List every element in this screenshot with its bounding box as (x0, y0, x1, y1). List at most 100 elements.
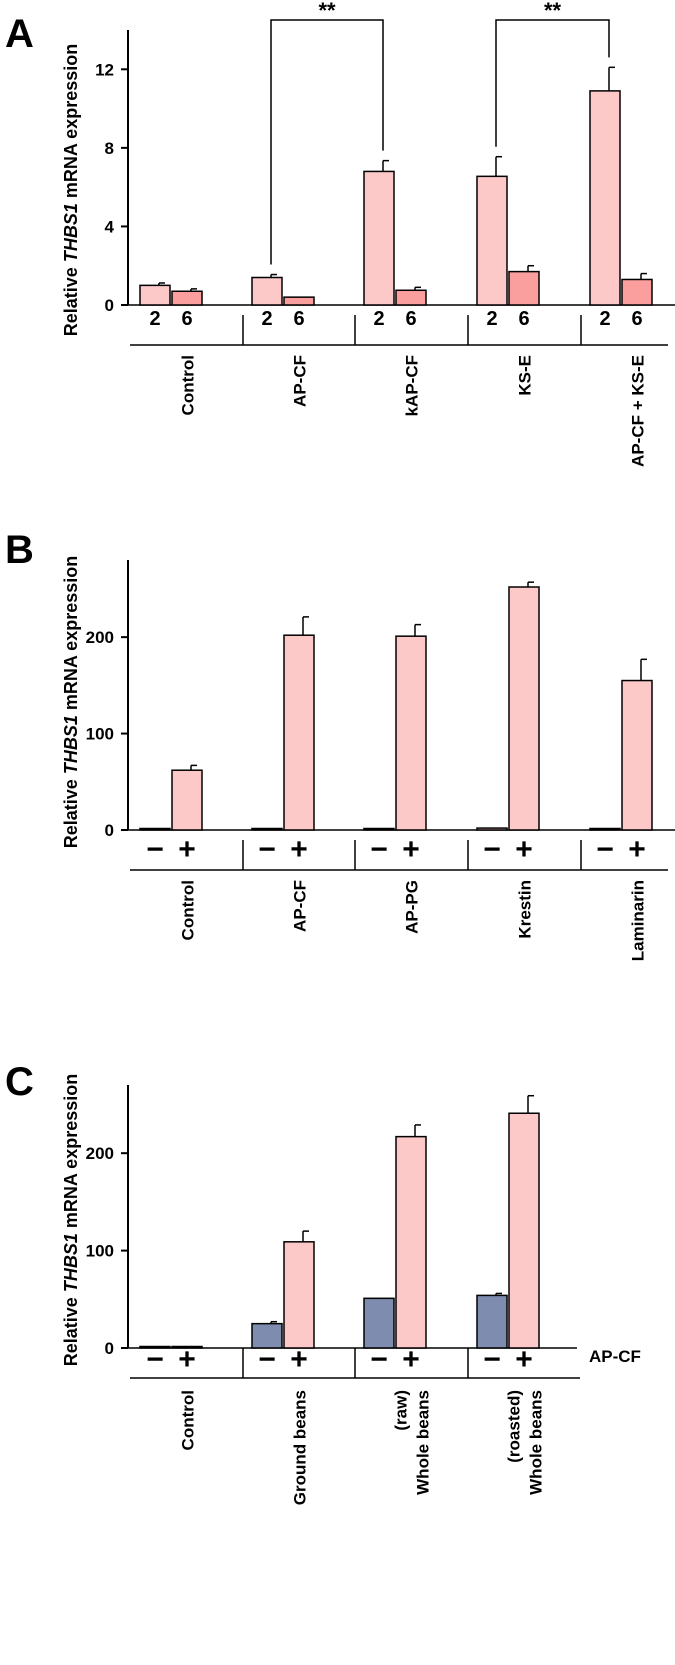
bar-c-2-0 (363, 1297, 395, 1349)
significance-label: ** (318, 0, 336, 23)
condition-label: − (258, 833, 276, 866)
condition-label: − (483, 833, 501, 866)
condition-label: 6 (181, 308, 192, 330)
bar-a-3-0 (476, 175, 508, 306)
condition-label: 2 (486, 308, 497, 330)
y-tick-label: 200 (86, 1144, 114, 1163)
group-label: Control (179, 1390, 198, 1450)
condition-label: − (258, 1343, 276, 1376)
bar-b-3-1 (508, 586, 540, 831)
group-label: kAP-CF (403, 355, 422, 416)
group-label: Krestin (516, 880, 535, 939)
bar-a-4-0 (589, 90, 621, 306)
y-axis-label-part: mRNA expression (61, 44, 81, 203)
group-label: Whole beans (527, 1390, 546, 1495)
bar-b-4-0 (589, 827, 621, 831)
condition-label: − (370, 833, 388, 866)
y-tick-label: 100 (86, 725, 114, 744)
condition-label: 2 (599, 308, 610, 330)
bar-b-2-0 (363, 827, 395, 831)
bar-c-0-0 (139, 1345, 171, 1349)
bar-a-3-1 (508, 270, 540, 306)
bar-b-3-0 (476, 827, 508, 831)
y-axis-label-part: Relative (61, 262, 81, 336)
group-label: Control (179, 880, 198, 940)
condition-label: 2 (373, 308, 384, 330)
y-tick-label: 0 (105, 1339, 114, 1358)
condition-label: + (628, 833, 646, 866)
significance-label: ** (544, 0, 562, 23)
y-axis-label-part: mRNA expression (61, 1074, 81, 1233)
group-label: Ground beans (291, 1390, 310, 1505)
group-label: (roasted) (505, 1390, 524, 1463)
y-axis-label-part: Relative (61, 1292, 81, 1366)
y-tick-label: 4 (105, 217, 115, 236)
panel-letter: B (5, 528, 34, 572)
group-label: KS-E (516, 355, 535, 396)
treatment-label: AP-CF (589, 1347, 641, 1366)
condition-label: + (178, 833, 196, 866)
y-axis-label-gene: THBS1 (61, 715, 81, 774)
bar-a-0-1 (171, 290, 203, 306)
group-label: AP-CF (291, 355, 310, 407)
y-tick-label: 8 (105, 139, 114, 158)
condition-label: 2 (149, 308, 160, 330)
condition-label: 6 (631, 308, 642, 330)
condition-label: + (515, 833, 533, 866)
condition-label: 6 (405, 308, 416, 330)
group-label: AP-CF (291, 880, 310, 932)
bar-b-0-0 (139, 827, 171, 831)
bar-c-0-1 (171, 1345, 203, 1349)
bar-c-1-1 (283, 1241, 315, 1349)
bar-c-2-1 (395, 1135, 427, 1349)
condition-label: − (370, 1343, 388, 1376)
condition-label: − (146, 1343, 164, 1376)
bar-a-1-1 (283, 296, 315, 306)
condition-label: 6 (518, 308, 529, 330)
condition-label: + (515, 1343, 533, 1376)
y-tick-label: 200 (86, 628, 114, 647)
panel-letter: A (5, 12, 34, 56)
y-axis-label: Relative THBS1 mRNA expression (61, 44, 81, 336)
y-axis-label-gene: THBS1 (61, 1233, 81, 1292)
y-tick-label: 100 (86, 1242, 114, 1261)
bar-b-4-1 (621, 679, 653, 831)
y-axis-label: Relative THBS1 mRNA expression (61, 556, 81, 848)
y-tick-label: 0 (105, 821, 114, 840)
condition-label: − (483, 1343, 501, 1376)
y-axis-label-gene: THBS1 (61, 203, 81, 262)
bar-c-3-0 (476, 1294, 508, 1349)
panel-letter: C (5, 1060, 34, 1104)
bar-c-3-1 (508, 1112, 540, 1349)
y-tick-label: 12 (95, 60, 114, 79)
condition-label: + (178, 1343, 196, 1376)
bar-a-1-0 (251, 276, 283, 306)
condition-label: + (402, 833, 420, 866)
bar-a-0-0 (139, 284, 171, 306)
group-label: Whole beans (414, 1390, 433, 1495)
condition-label: − (596, 833, 614, 866)
condition-label: + (290, 833, 308, 866)
bar-a-4-1 (621, 278, 653, 306)
group-label: Control (179, 355, 198, 415)
group-label: AP-CF + KS-E (629, 355, 648, 467)
bar-b-1-1 (283, 634, 315, 831)
group-label: AP-PG (403, 880, 422, 934)
bar-c-1-0 (251, 1322, 283, 1349)
bar-b-1-0 (251, 827, 283, 831)
y-axis-label: Relative THBS1 mRNA expression (61, 1074, 81, 1366)
condition-label: 2 (261, 308, 272, 330)
condition-label: 6 (293, 308, 304, 330)
bar-b-0-1 (171, 769, 203, 831)
significance-bracket (495, 19, 610, 147)
condition-label: − (146, 833, 164, 866)
group-label: (raw) (392, 1390, 411, 1431)
condition-label: + (290, 1343, 308, 1376)
bar-b-2-1 (395, 635, 427, 831)
bar-a-2-1 (395, 289, 427, 306)
bar-a-2-0 (363, 170, 395, 306)
y-tick-label: 0 (105, 296, 114, 315)
